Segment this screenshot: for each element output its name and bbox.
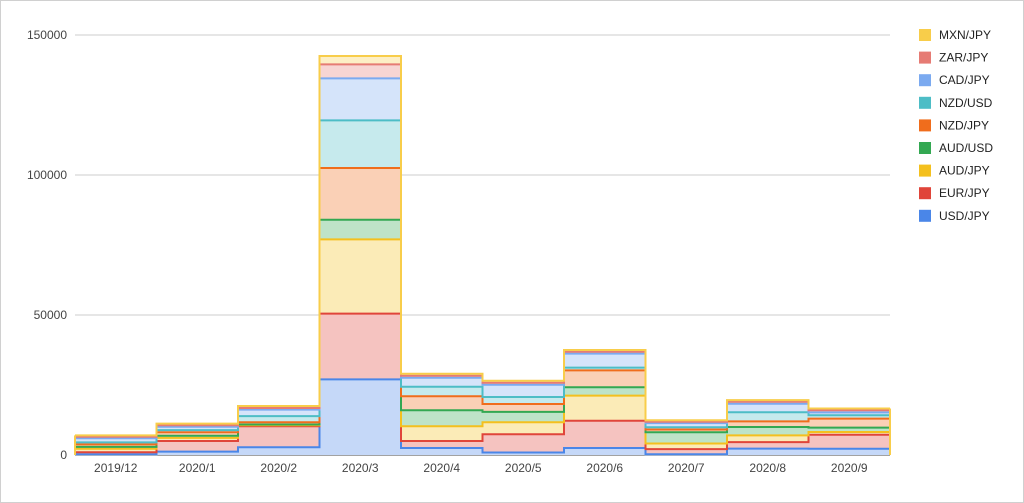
x-tick-label: 2020/5 (505, 461, 542, 475)
y-tick-label: 50000 (34, 308, 68, 322)
series-lines (74, 55, 891, 456)
line-cad-jpy (75, 77, 890, 440)
legend-swatch (919, 74, 931, 87)
x-tick-label: 2019/12 (94, 461, 138, 475)
legend: MXN/JPY ZAR/JPY CAD/JPY NZD/USD NZD/JPY AUD/U… (919, 28, 993, 223)
x-tick-label: 2020/4 (423, 461, 460, 475)
x-tick-label: 2020/3 (342, 461, 379, 475)
x-tick-label: 2020/1 (179, 461, 216, 475)
legend-swatch (919, 187, 931, 200)
legend-label: NZD/USD (939, 96, 993, 110)
legend-label: EUR/JPY (939, 186, 990, 200)
y-tick-label: 100000 (27, 168, 67, 182)
y-axis: 0 50000 100000 150000 (27, 28, 67, 462)
x-axis: 2019/12 2020/1 2020/2 2020/3 2020/4 2020/5 202… (94, 461, 868, 475)
line-nzd-usd (75, 119, 890, 444)
legend-label: USD/JPY (939, 209, 990, 223)
legend-label: AUD/USD (939, 141, 993, 155)
legend-swatch (919, 51, 931, 64)
legend-label: ZAR/JPY (939, 51, 988, 65)
legend-label: AUD/JPY (939, 164, 990, 178)
legend-swatch (919, 209, 931, 222)
legend-swatch (919, 142, 931, 154)
legend-swatch (919, 164, 931, 177)
x-tick-label: 2020/6 (586, 461, 623, 475)
y-tick-label: 150000 (27, 28, 67, 42)
x-tick-label: 2020/8 (749, 461, 786, 475)
legend-swatch (919, 96, 931, 109)
legend-label: CAD/JPY (939, 73, 990, 87)
x-tick-label: 2020/9 (831, 461, 868, 475)
legend-label: MXN/JPY (939, 28, 991, 42)
y-tick-label: 0 (60, 448, 67, 462)
legend-swatch (919, 119, 931, 132)
x-tick-label: 2020/2 (260, 461, 297, 475)
x-tick-label: 2020/7 (668, 461, 705, 475)
legend-label: NZD/JPY (939, 118, 989, 132)
legend-swatch (919, 29, 931, 41)
